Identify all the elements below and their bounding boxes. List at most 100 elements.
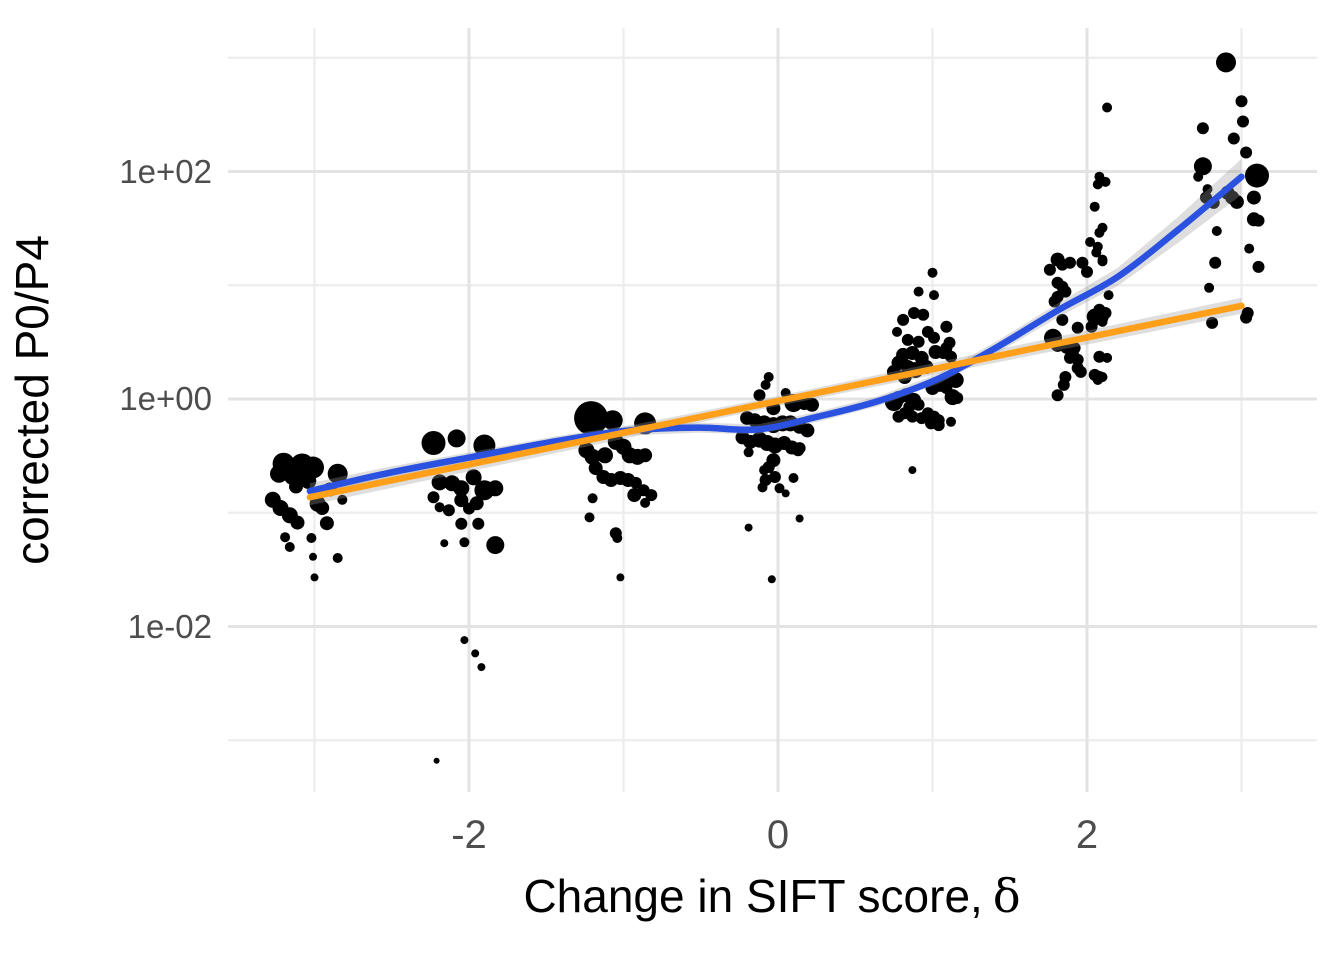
data-point <box>932 419 945 432</box>
data-point <box>800 423 815 438</box>
data-point <box>315 501 330 515</box>
data-point <box>337 494 348 505</box>
fit-lines <box>306 173 1245 501</box>
data-point <box>469 496 484 511</box>
data-point <box>645 489 658 502</box>
data-point <box>940 342 953 354</box>
data-point <box>1048 295 1061 308</box>
data-point <box>1071 321 1084 334</box>
data-point <box>627 488 642 503</box>
data-point <box>940 320 953 333</box>
data-point <box>629 476 642 489</box>
data-point <box>455 517 468 530</box>
data-point <box>471 649 480 658</box>
y-tick-label-1e00: 1e+00 <box>119 380 212 417</box>
data-point <box>1097 222 1108 233</box>
data-point <box>584 512 595 523</box>
data-point <box>781 489 790 498</box>
data-point <box>805 397 819 412</box>
data-point <box>917 308 930 321</box>
data-point <box>912 335 925 348</box>
data-point <box>640 497 651 508</box>
data-point <box>1237 115 1249 128</box>
data-point <box>1245 163 1269 188</box>
data-point <box>442 504 455 517</box>
x-axis-title: Change in SIFT score, δ <box>523 869 1020 923</box>
data-point <box>1081 265 1093 278</box>
data-point <box>1227 132 1240 145</box>
data-point <box>319 516 334 531</box>
data-point <box>945 350 957 363</box>
delta-symbol: δ <box>993 869 1021 923</box>
data-point <box>792 444 805 457</box>
data-point <box>433 757 440 764</box>
data-point <box>300 473 317 489</box>
data-point <box>1092 179 1103 190</box>
data-point <box>1051 389 1064 402</box>
data-point <box>477 663 486 672</box>
data-point <box>1071 353 1084 366</box>
data-point <box>743 447 754 458</box>
data-point <box>280 532 291 543</box>
data-point <box>901 333 914 346</box>
data-point <box>1216 52 1236 73</box>
data-point <box>612 533 623 543</box>
data-point <box>780 388 791 398</box>
linear-fit-line <box>306 302 1245 501</box>
data-point <box>465 469 482 486</box>
data-point <box>928 331 940 344</box>
data-point <box>454 493 469 508</box>
data-point <box>602 410 623 431</box>
data-point <box>1064 256 1076 269</box>
data-point <box>767 575 776 584</box>
data-point <box>744 523 753 532</box>
data-point <box>760 379 771 390</box>
data-point <box>486 536 505 555</box>
data-point <box>1246 190 1261 205</box>
data-point <box>892 326 902 337</box>
data-point <box>929 290 939 301</box>
data-point <box>440 539 449 548</box>
smooth-fit-line <box>306 173 1245 495</box>
x-tick-label-2: 2 <box>1076 813 1098 857</box>
data-point <box>1240 146 1253 159</box>
data-point <box>1074 365 1087 378</box>
data-point <box>753 389 766 402</box>
data-point <box>757 482 768 493</box>
data-point <box>289 479 303 494</box>
data-point <box>906 410 919 423</box>
data-point <box>762 461 775 474</box>
y-tick-label-1e-02: 1e-02 <box>128 608 212 645</box>
data-point <box>284 542 295 552</box>
data-point <box>1246 212 1261 227</box>
data-point <box>1086 308 1103 325</box>
data-point <box>460 636 469 645</box>
data-point <box>908 307 920 319</box>
data-point <box>908 466 917 475</box>
data-point <box>427 491 440 504</box>
data-point <box>431 474 448 491</box>
data-point <box>616 573 625 582</box>
data-point <box>763 372 774 382</box>
data-point <box>1056 313 1069 326</box>
data-point <box>1092 375 1103 385</box>
data-point <box>1252 260 1265 273</box>
data-point <box>574 401 609 436</box>
confidence-band <box>309 158 1242 500</box>
data-point <box>1076 256 1089 269</box>
x-axis-title-text: Change in SIFT score, <box>523 870 982 922</box>
data-point <box>270 464 288 483</box>
data-point <box>1209 256 1222 269</box>
data-point <box>768 471 781 483</box>
y-tick-label-1e02: 1e+02 <box>119 153 212 190</box>
data-point <box>892 410 905 423</box>
data-point <box>459 537 470 548</box>
data-point <box>1089 201 1100 212</box>
data-point <box>1085 237 1096 247</box>
data-point <box>290 515 305 530</box>
data-point <box>1103 290 1114 301</box>
data-point <box>472 517 485 530</box>
data-point <box>447 429 466 448</box>
